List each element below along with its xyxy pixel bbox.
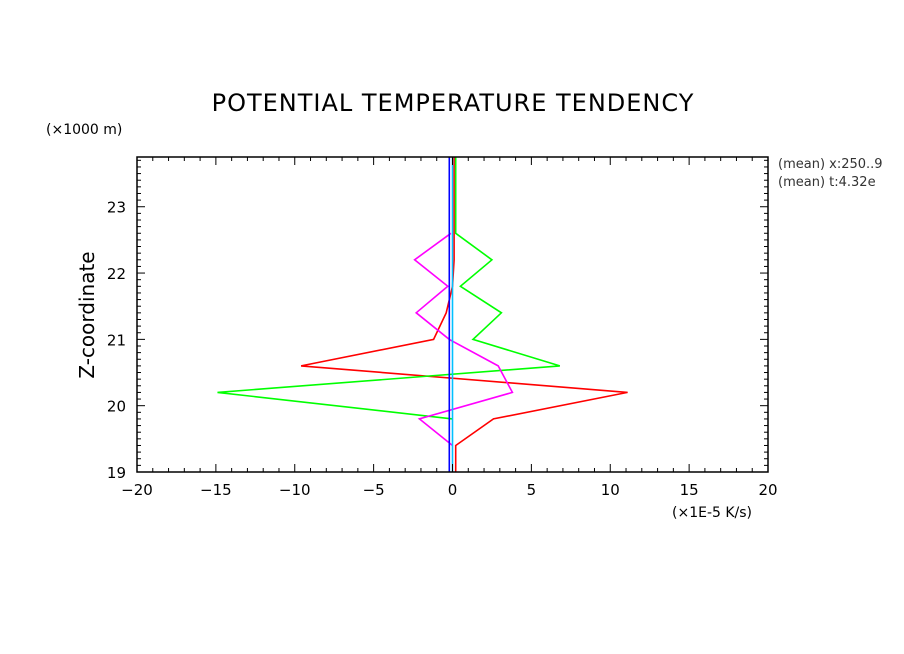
x-tick-label: 10 <box>601 481 620 499</box>
series-line-3 <box>413 232 514 447</box>
y-tick-label: 23 <box>107 199 126 217</box>
x-tick-label: −5 <box>363 481 385 499</box>
x-tick-label: 20 <box>758 481 777 499</box>
chart-title: POTENTIAL TEMPERATURE TENDENCY <box>212 89 695 117</box>
y-tick-label: 19 <box>107 464 126 482</box>
info-line-t: (mean) t:4.32e <box>778 175 876 190</box>
y-tick-label: 21 <box>107 331 126 349</box>
x-tick-label: −10 <box>279 481 311 499</box>
x-tick-label: −20 <box>121 481 153 499</box>
y-unit-label: (×1000 m) <box>46 122 122 138</box>
y-tick-label: 20 <box>107 398 126 416</box>
series-line-1 <box>300 157 628 472</box>
ticks-layer: −20 −15 −10 −5 0 5 10 15 20 19 20 21 22 23 <box>107 157 778 499</box>
x-tick-label: 0 <box>448 481 458 499</box>
x-tick-label: −15 <box>200 481 232 499</box>
x-unit-label: (×1E-5 K/s) <box>672 505 752 521</box>
y-axis-label: Z-coordinate <box>75 251 99 378</box>
info-line-x: (mean) x:250..9 <box>778 157 883 172</box>
x-tick-label: 5 <box>527 481 537 499</box>
series-layer <box>217 157 628 472</box>
y-tick-label: 22 <box>107 265 126 283</box>
x-tick-label: 15 <box>680 481 699 499</box>
series-line-2 <box>217 157 561 420</box>
plot-frame <box>136 156 769 473</box>
